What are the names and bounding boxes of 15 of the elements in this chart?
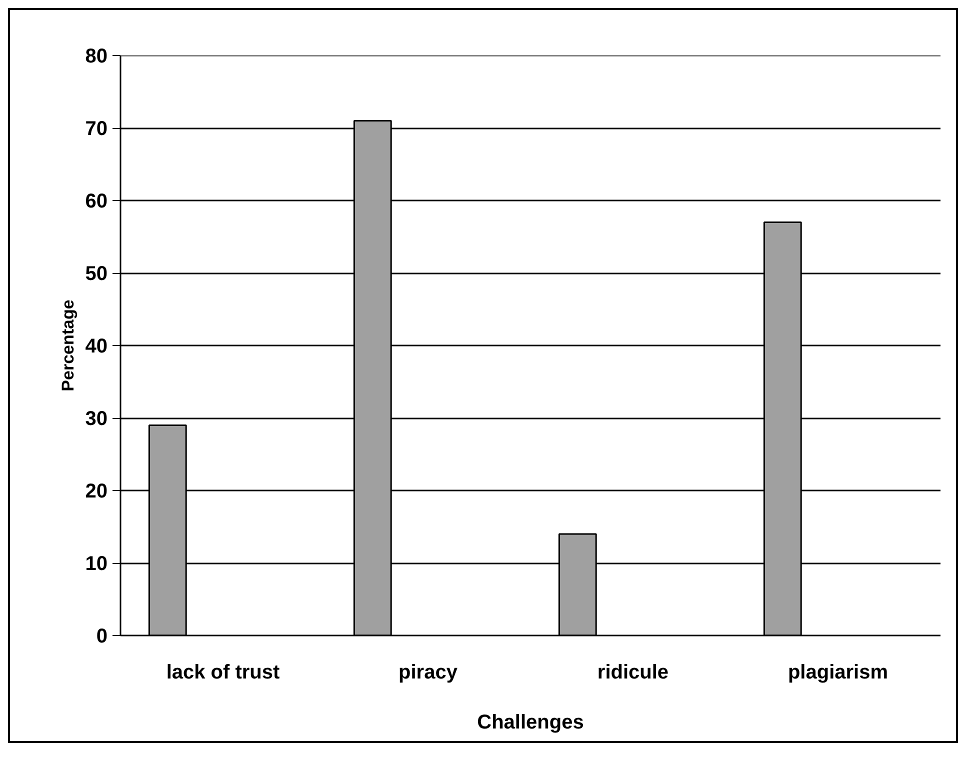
- y-tick-label: 80: [85, 46, 108, 68]
- y-tick-label: 30: [85, 408, 108, 430]
- x-tick-label: lack of trust: [166, 662, 280, 684]
- y-tick-label: 10: [85, 553, 108, 575]
- x-axis-title: Challenges: [477, 712, 584, 734]
- y-tick-label: 60: [85, 190, 108, 212]
- x-tick-label: plagiarism: [788, 662, 888, 684]
- y-tick-label: 40: [85, 336, 108, 358]
- y-tick-label: 50: [85, 263, 108, 285]
- y-tick-label: 70: [85, 118, 108, 140]
- x-tick-label: ridicule: [597, 662, 669, 684]
- x-tick-label: piracy: [398, 662, 458, 684]
- y-tick-label: 0: [96, 626, 108, 648]
- y-axis-title: Percentage: [58, 300, 78, 392]
- y-tick-label: 20: [85, 480, 108, 502]
